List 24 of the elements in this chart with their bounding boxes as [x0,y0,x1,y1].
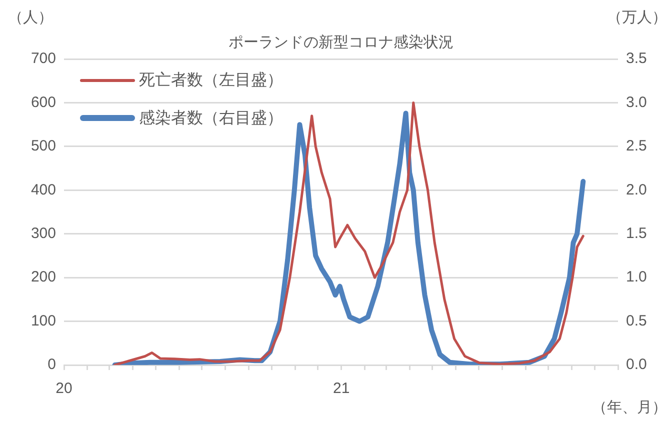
legend-label: 死亡者数（左目盛） [139,70,283,90]
x-tick-label: 20 [56,380,72,398]
y2-tick-label: 2.0 [626,181,647,198]
y-tick-label: 100 [30,312,56,330]
legend-label: 感染者数（右目盛） [139,108,283,128]
chart-title: ポーランドの新型コロナ感染状況 [228,33,454,52]
x-tick-label: 21 [333,380,350,398]
y2-tick-label: 0.5 [626,312,647,330]
y2-tick-label: 3.5 [626,50,647,68]
y-tick-label: 200 [30,268,56,286]
x-axis-title: （年、月） [592,398,667,417]
y-tick-label: 400 [30,181,56,198]
y-tick-label: 600 [30,94,56,111]
y-tick-label: 500 [30,138,56,155]
y2-axis-title: （万人） [607,8,667,27]
y2-tick-label: 3.0 [626,94,647,111]
y2-tick-label: 1.0 [626,268,647,286]
y2-tick-label: 1.5 [626,225,647,242]
y2-tick-label: 2.5 [626,138,647,155]
y-tick-label: 0 [48,356,56,374]
y-tick-label: 700 [30,50,56,68]
y2-tick-label: 0.0 [626,356,647,374]
y-tick-label: 300 [30,225,56,242]
y-axis-title: （人） [8,8,53,27]
